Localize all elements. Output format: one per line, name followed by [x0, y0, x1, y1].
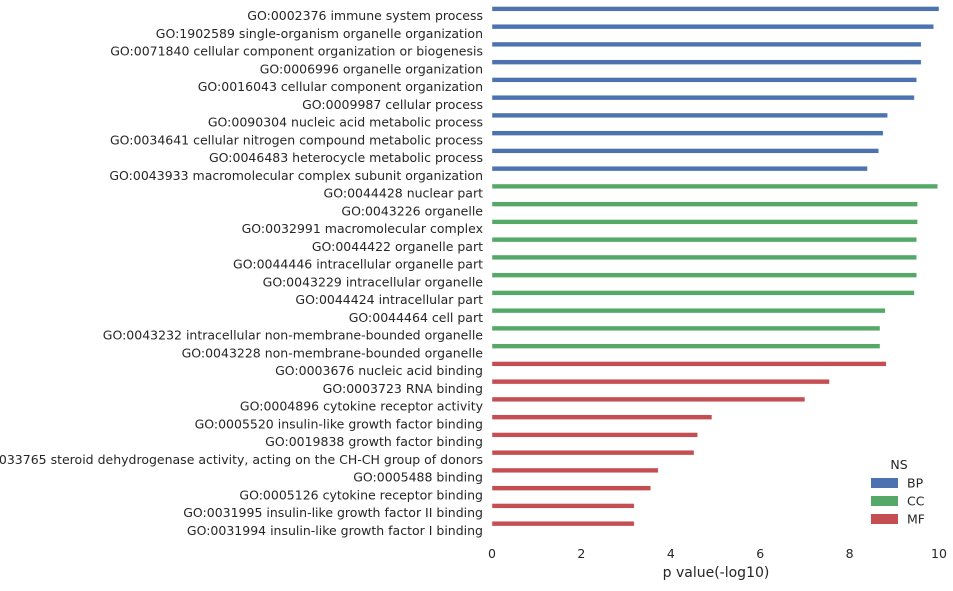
- bar: [491, 414, 713, 420]
- bar: [491, 290, 915, 296]
- legend-swatch: [871, 496, 898, 506]
- legend: NS BP CC MF: [871, 457, 925, 527]
- category-label: GO:0034641 cellular nitrogen compound me…: [110, 132, 483, 147]
- bar: [491, 77, 917, 83]
- bar: [491, 166, 868, 172]
- category-label: GO:0071840 cellular component organizati…: [110, 44, 483, 59]
- x-tick-label: 4: [667, 546, 675, 561]
- legend-title: NS: [890, 457, 907, 472]
- bar: [491, 6, 940, 12]
- bar: [491, 485, 651, 491]
- bars: [491, 6, 940, 527]
- category-label: GO:0043226 organelle: [341, 203, 483, 218]
- bar: [491, 24, 934, 30]
- category-label: GO:0032991 macromolecular complex: [242, 221, 483, 236]
- category-label: GO:0033765 steroid dehydrogenase activit…: [0, 452, 483, 467]
- bar: [491, 396, 806, 403]
- category-label: GO:0004896 cytokine receptor activity: [240, 399, 484, 414]
- legend-label: CC: [907, 494, 925, 509]
- bar: [491, 272, 917, 278]
- category-label: GO:0003723 RNA binding: [323, 381, 483, 396]
- bar: [491, 343, 881, 349]
- category-label: GO:0005520 insulin-like growth factor bi…: [195, 416, 483, 431]
- bar: [491, 450, 695, 456]
- category-label: GO:0046483 heterocycle metabolic process: [209, 150, 483, 165]
- x-axis-label: p value(-log10): [663, 565, 770, 581]
- category-label: GO:1902589 single-organism organelle org…: [156, 26, 483, 41]
- x-tick-label: 10: [931, 546, 947, 561]
- x-axis: p value(-log10) 0 2 4 6 8 10: [488, 546, 947, 581]
- bar: [491, 201, 918, 207]
- bar: [491, 112, 888, 119]
- bar: [491, 183, 938, 190]
- category-label: GO:0006996 organelle organization: [260, 61, 483, 76]
- legend-label: MF: [907, 512, 925, 527]
- category-label: GO:0003676 nucleic acid binding: [275, 363, 483, 378]
- category-label: GO:0009987 cellular process: [302, 97, 483, 112]
- category-label: GO:0002376 immune system process: [247, 8, 483, 23]
- category-labels: GO:0002376 immune system process GO:19025…: [0, 8, 484, 538]
- bar: [491, 130, 884, 136]
- category-label: GO:0043232 intracellular non-membrane-bo…: [103, 328, 484, 343]
- bar: [491, 325, 881, 332]
- bar: [491, 308, 886, 314]
- category-label: GO:0043228 non-membrane-bounded organell…: [182, 345, 484, 360]
- bar: [491, 148, 879, 154]
- bar: [491, 41, 922, 48]
- category-label: GO:0005126 cytokine receptor binding: [239, 487, 483, 502]
- category-label: GO:0044464 cell part: [349, 310, 483, 325]
- x-tick-label: 6: [756, 546, 764, 561]
- legend-label: BP: [907, 476, 924, 491]
- bar: [491, 467, 659, 474]
- category-label: GO:0031995 insulin-like growth factor II…: [183, 505, 483, 520]
- category-label: GO:0044422 organelle part: [312, 239, 483, 254]
- bar: [491, 237, 917, 243]
- category-label: GO:0043229 intracellular organelle: [263, 274, 484, 289]
- category-label: GO:0043933 macromolecular complex subuni…: [109, 168, 483, 183]
- bar: [491, 254, 917, 261]
- x-tick-label: 0: [488, 546, 496, 561]
- category-label: GO:0019838 growth factor binding: [265, 434, 483, 449]
- category-label: GO:0090304 nucleic acid metabolic proces…: [208, 115, 483, 130]
- category-label: GO:0031994 insulin-like growth factor I …: [187, 523, 483, 538]
- bar: [491, 95, 915, 101]
- bar: [491, 379, 830, 385]
- bar: [491, 432, 698, 438]
- legend-swatch: [871, 478, 898, 488]
- category-label: GO:0044424 intracellular part: [295, 292, 483, 307]
- category-label: GO:0044446 intracellular organelle part: [233, 257, 483, 272]
- bar: [491, 59, 922, 65]
- bar: [491, 521, 635, 527]
- bar: [491, 219, 918, 225]
- x-tick-label: 2: [577, 546, 585, 561]
- bar: [491, 361, 887, 367]
- category-label: GO:0005488 binding: [353, 470, 483, 485]
- x-tick-label: 8: [846, 546, 854, 561]
- category-label: GO:0016043 cellular component organizati…: [198, 79, 483, 94]
- category-label: GO:0044428 nuclear part: [324, 186, 484, 201]
- bar: [491, 503, 635, 509]
- legend-swatch: [871, 514, 898, 524]
